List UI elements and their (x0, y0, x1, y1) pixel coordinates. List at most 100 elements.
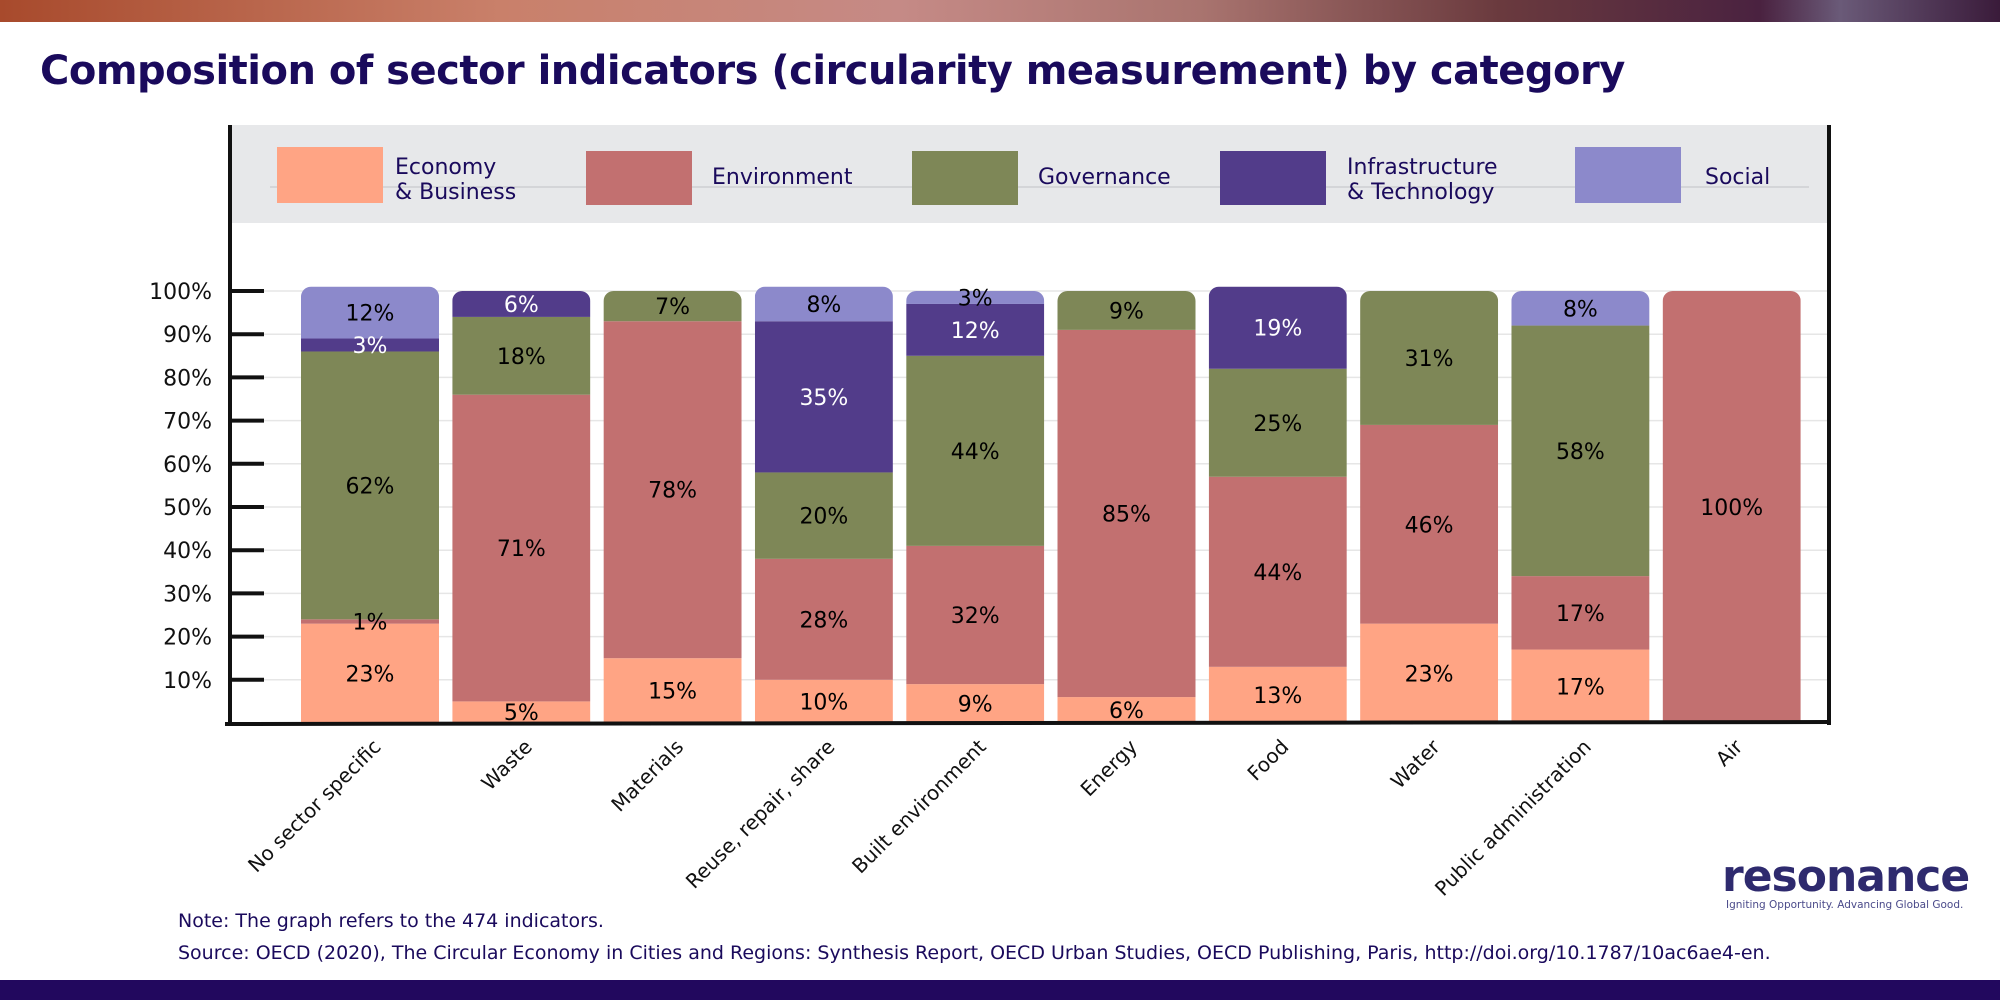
data-label: 17% (1556, 675, 1605, 700)
bar-segment (452, 291, 591, 317)
bar-segment (906, 303, 1045, 356)
data-label: 31% (1405, 347, 1454, 372)
y-tick-label: 40% (163, 539, 212, 564)
y-tick-label: 100% (149, 280, 212, 305)
bar-segment (1360, 623, 1499, 723)
bar-segment (452, 394, 591, 702)
bar-segment (754, 286, 893, 322)
bar-stack (754, 286, 893, 723)
x-tick-label: Materials (606, 735, 688, 817)
y-tick-label: 50% (163, 496, 212, 521)
bar-segment (301, 619, 439, 624)
data-label: 44% (951, 440, 1000, 465)
legend-label: Governance (1038, 165, 1171, 190)
data-label: 71% (497, 537, 546, 562)
legend-label: Social (1705, 165, 1770, 190)
bar-segment (754, 321, 893, 473)
bar-stack (1057, 291, 1196, 723)
bar-segment (452, 316, 591, 395)
data-label: 18% (497, 345, 546, 370)
bar-stack (603, 291, 742, 723)
legend-item: Infrastructure& Technology (1220, 151, 1498, 205)
bar-segment (1360, 424, 1499, 624)
data-label: 23% (1405, 662, 1454, 687)
bar-segment (1360, 291, 1499, 425)
bar-stack (1662, 291, 1801, 723)
y-tick-label: 70% (163, 410, 212, 435)
x-axis (224, 720, 1832, 726)
resonance-logo: resonance Igniting Opportunity. Advancin… (1722, 851, 1970, 912)
note-text: Note: The graph refers to the 474 indica… (178, 910, 604, 932)
data-label: 6% (1109, 699, 1144, 724)
bar-stack (1511, 291, 1650, 723)
data-label: 8% (806, 293, 841, 318)
bar-segment (603, 291, 742, 322)
bottom-bar (0, 980, 2000, 1000)
bar-segment (1511, 576, 1650, 650)
bar-segment (754, 679, 893, 723)
legend-swatch (912, 151, 1018, 205)
bar-segment (906, 684, 1045, 723)
data-label: 3% (353, 334, 388, 359)
bar-segment (1208, 476, 1347, 667)
data-label: 8% (1563, 297, 1598, 322)
legend-swatch (586, 151, 692, 205)
data-label: 32% (951, 604, 1000, 629)
legend-item: Social (1575, 147, 1770, 203)
x-tick-label: Air (1711, 734, 1748, 771)
bar-segment (1511, 291, 1650, 326)
legend-swatch (277, 147, 383, 203)
bar-segment (906, 355, 1045, 546)
bar-segment (1208, 286, 1347, 369)
bar-segment (1057, 291, 1196, 330)
bar-segment (1511, 325, 1650, 577)
x-tick-label: Waste (476, 735, 536, 795)
data-label: 23% (346, 662, 395, 687)
y-tick-label: 20% (163, 626, 212, 651)
x-tick-label: Built environment (847, 734, 991, 878)
data-label: 44% (1253, 561, 1302, 586)
data-label: 3% (958, 286, 993, 311)
bar-segment (452, 701, 591, 723)
x-tick-label: Water (1386, 734, 1445, 793)
bar-segment (301, 338, 439, 352)
x-tick-label: Food (1242, 735, 1293, 786)
data-label: 62% (346, 474, 395, 499)
legend-swatch (1220, 151, 1326, 205)
data-label: 20% (799, 505, 848, 530)
bar-segment (301, 351, 439, 620)
source-text: Source: OECD (2020), The Circular Econom… (178, 942, 1771, 964)
bar-segment (1511, 649, 1650, 723)
bar-segment (906, 545, 1045, 685)
data-label: 78% (648, 479, 697, 504)
y-tick-label: 80% (163, 366, 212, 391)
legend-item: Environment (586, 151, 853, 205)
chart-title: Composition of sector indicators (circul… (40, 48, 1625, 94)
bar-segment (1057, 329, 1196, 698)
bar-segment (1208, 368, 1347, 477)
data-label: 58% (1556, 440, 1605, 465)
x-tick-label: Public administration (1430, 735, 1596, 901)
bar-stack (906, 291, 1045, 723)
legend-label: & Technology (1347, 180, 1494, 205)
bar-stack (1360, 291, 1499, 723)
data-label: 15% (648, 680, 697, 705)
bar-segment (1057, 697, 1196, 723)
logo-wordmark: resonance (1722, 851, 1970, 902)
data-label: 12% (951, 319, 1000, 344)
y-tick-label: 90% (163, 323, 212, 348)
legend-background (230, 125, 1829, 223)
bar-segment (754, 472, 893, 559)
legend-label: & Business (395, 180, 516, 205)
y-tick-label: 60% (163, 453, 212, 478)
bar-segment (301, 623, 439, 723)
data-label: 10% (799, 690, 848, 715)
bar-stack (301, 286, 439, 723)
data-label: 25% (1253, 412, 1302, 437)
data-label: 1% (353, 610, 388, 635)
bar-stack (1208, 286, 1347, 723)
legend-label: Environment (712, 165, 853, 190)
legend-label: Infrastructure (1347, 155, 1498, 180)
y-tick-label: 30% (163, 582, 212, 607)
